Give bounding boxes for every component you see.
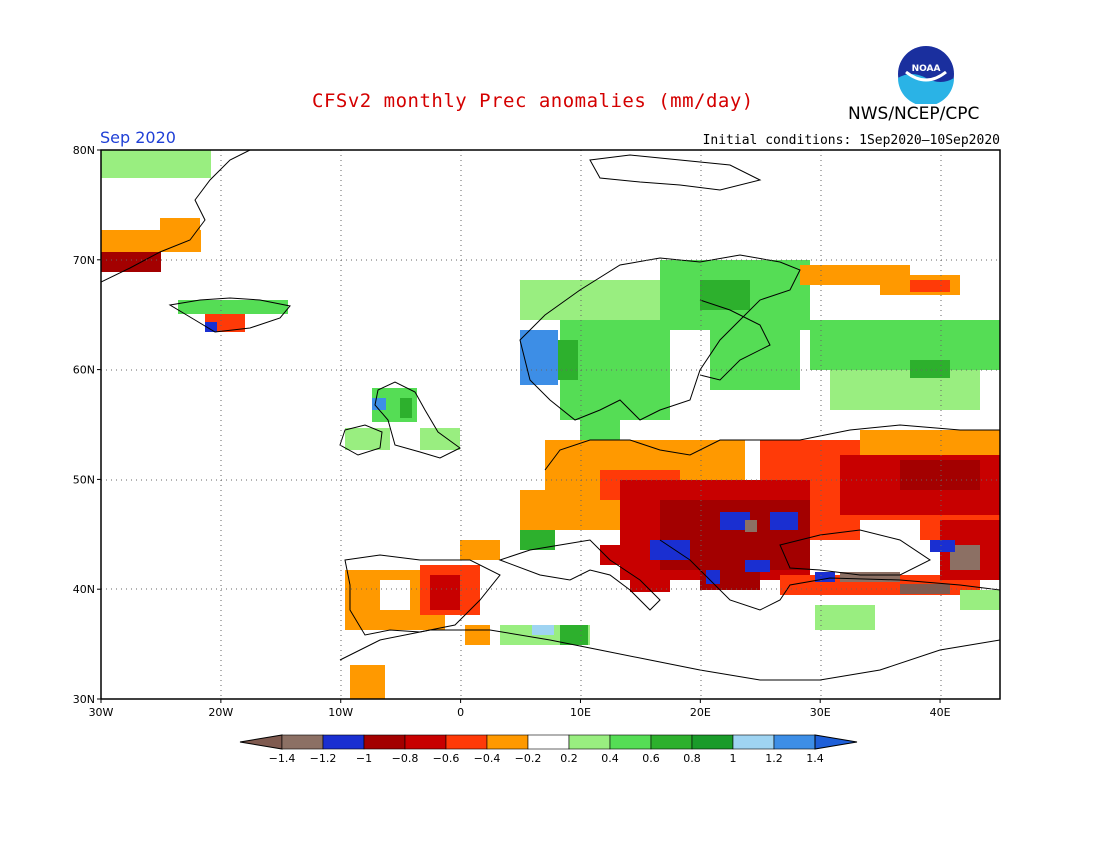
logo-text: NOAA [912, 64, 941, 74]
forecast-month: Sep 2020 [100, 128, 176, 147]
lat-label: 70N [73, 254, 95, 267]
legend-swatch [609, 734, 652, 750]
anomaly-shading [101, 150, 1000, 699]
legend-tick-label: 0.8 [683, 752, 701, 765]
legend-swatch [568, 734, 611, 750]
map-title: CFSv2 monthly Prec anomalies (mm/day) [312, 90, 754, 112]
legend-arrow-low [239, 734, 283, 750]
lon-label: 10W [328, 706, 353, 719]
lon-label: 30E [810, 706, 831, 719]
legend-swatch [732, 734, 775, 750]
lat-label: 30N [73, 693, 95, 706]
lat-label: 80N [73, 144, 95, 157]
legend-tick-label: −1.4 [269, 752, 296, 765]
graticule [101, 150, 1000, 699]
legend-swatch [691, 734, 734, 750]
lon-label: 40E [930, 706, 951, 719]
legend-tick-label: −0.8 [392, 752, 419, 765]
legend-swatch [281, 734, 324, 750]
coastlines [101, 150, 1000, 681]
legend-swatch [773, 734, 816, 750]
legend-tick-label: −0.6 [433, 752, 460, 765]
legend-tick-label: −1 [356, 752, 372, 765]
lat-label: 60N [73, 364, 95, 377]
lon-label: 30W [89, 706, 114, 719]
initial-conditions: Initial conditions: 1Sep2020—10Sep2020 [702, 133, 1000, 148]
lon-label: 0 [457, 706, 464, 719]
lat-label: 40N [73, 583, 95, 596]
legend-swatch [404, 734, 447, 750]
legend-arrow-high [814, 734, 858, 750]
lat-label: 50N [73, 473, 95, 486]
lon-label: 20W [208, 706, 233, 719]
color-legend: −1.4 −1.2 −1 −0.8 −0.6 −0.4 −0.2 0.2 0.4 0.6 0.8 1 1… [239, 734, 858, 765]
agency-label: NWS/NCEP/CPC [848, 104, 980, 124]
legend-tick-label: −0.4 [474, 752, 501, 765]
legend-swatch [486, 734, 529, 750]
legend-tick-label: 1.2 [765, 752, 783, 765]
legend-tick-label: −0.2 [515, 752, 542, 765]
legend-tick-label: 0.6 [642, 752, 660, 765]
lon-label: 20E [690, 706, 711, 719]
legend-swatch [527, 734, 570, 750]
legend-tick-label: 0.2 [560, 752, 578, 765]
noaa-logo: NOAA [898, 46, 954, 104]
legend-swatch [445, 734, 488, 750]
legend-swatch [322, 734, 365, 750]
lon-label: 10E [570, 706, 591, 719]
map-frame [100, 149, 1001, 700]
legend-tick-label: 0.4 [601, 752, 619, 765]
legend-swatch [363, 734, 406, 750]
legend-tick-label: 1 [730, 752, 737, 765]
legend-tick-label: 1.4 [806, 752, 824, 765]
legend-tick-label: −1.2 [310, 752, 337, 765]
legend-swatch [650, 734, 693, 750]
